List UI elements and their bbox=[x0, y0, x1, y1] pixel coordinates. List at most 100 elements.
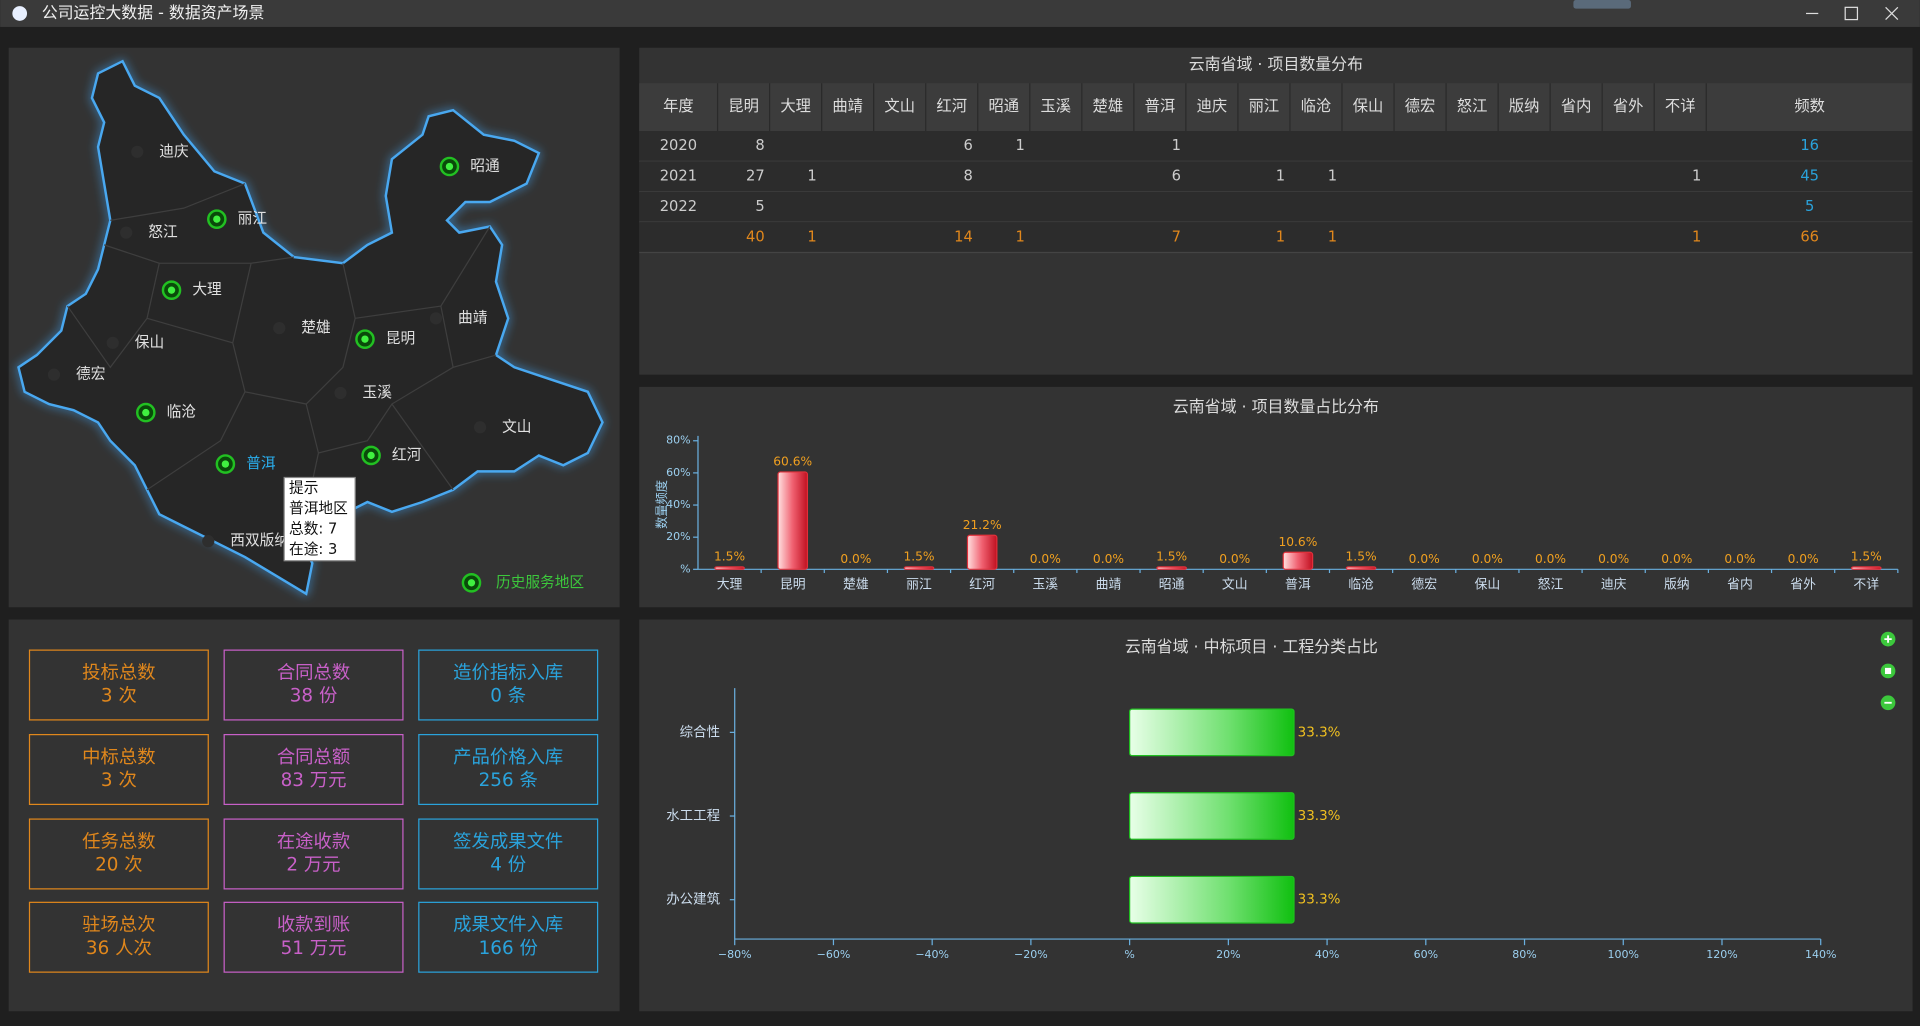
stat-card bbox=[28, 901, 209, 973]
value-label: 0.0% bbox=[1661, 552, 1692, 566]
bar bbox=[966, 534, 998, 570]
close-button[interactable] bbox=[1885, 6, 1899, 21]
stat-label: 成果文件入库 bbox=[453, 915, 563, 936]
column-header: 迪庆 bbox=[1197, 97, 1228, 115]
column-header: 省外 bbox=[1613, 97, 1644, 115]
value-label: 0.0% bbox=[1219, 552, 1250, 566]
column-header: 年度 bbox=[663, 97, 694, 115]
stat-label: 任务总数 bbox=[82, 831, 155, 852]
maximize-button[interactable] bbox=[1844, 6, 1859, 21]
x-tick-label: 迪庆 bbox=[1601, 578, 1627, 593]
stat-card bbox=[418, 733, 599, 806]
stat-value: 38 份 bbox=[290, 686, 338, 707]
city-label: 丽江 bbox=[238, 210, 268, 227]
table-cell: 40 bbox=[746, 228, 765, 245]
column-header: 楚雄 bbox=[1093, 97, 1124, 115]
legend-label: 历史服务地区 bbox=[496, 574, 584, 591]
x-tick-label: 100% bbox=[1608, 948, 1639, 961]
stat-label: 签发成果文件 bbox=[453, 831, 563, 852]
city-label: 西双版纳 bbox=[230, 532, 289, 549]
stat-value: 51 万元 bbox=[281, 938, 347, 959]
x-tick-label: −80% bbox=[718, 948, 752, 961]
stat-card bbox=[223, 901, 404, 973]
tooltip bbox=[283, 476, 356, 562]
x-tick-label: 140% bbox=[1805, 948, 1836, 961]
x-tick-label: 丽江 bbox=[906, 578, 932, 593]
stat-label: 合同总额 bbox=[277, 747, 350, 768]
table-cell: 8 bbox=[963, 168, 972, 185]
served-marker-dot bbox=[142, 408, 150, 417]
bar bbox=[1345, 566, 1377, 570]
table-cell: 1 bbox=[1016, 228, 1025, 245]
window-title: 公司运控大数据 - 数据资产场景 bbox=[42, 3, 265, 22]
stat-value: 2 万元 bbox=[286, 855, 340, 876]
table-cell: 1 bbox=[1328, 168, 1337, 185]
city-label: 保山 bbox=[135, 334, 164, 351]
city-label: 曲靖 bbox=[458, 309, 488, 326]
value-label: 33.3% bbox=[1298, 893, 1341, 908]
stat-label: 造价指标入库 bbox=[453, 662, 563, 683]
tooltip-line: 在途: 3 bbox=[289, 541, 337, 558]
table-cell: 1 bbox=[1276, 168, 1285, 185]
column-header: 德宏 bbox=[1405, 97, 1436, 115]
tooltip-line: 提示 bbox=[289, 480, 318, 497]
y-tick-label: 60% bbox=[666, 466, 690, 479]
column-header: 普洱 bbox=[1145, 97, 1176, 115]
x-tick-label: 文山 bbox=[1222, 578, 1248, 593]
table-cell: 1 bbox=[1692, 228, 1701, 245]
value-label: 0.0% bbox=[1030, 552, 1061, 566]
value-label: 0.0% bbox=[1472, 552, 1503, 566]
table-cell: 2020 bbox=[660, 137, 697, 154]
table-cell: 1 bbox=[1172, 137, 1181, 154]
served-marker-dot bbox=[221, 460, 230, 468]
table-cell: 2022 bbox=[660, 198, 697, 215]
stat-label: 中标总数 bbox=[82, 747, 155, 768]
bar bbox=[714, 566, 745, 570]
value-label: 10.6% bbox=[1278, 535, 1317, 549]
stat-card bbox=[223, 649, 404, 721]
bar bbox=[903, 566, 935, 570]
stat-card bbox=[223, 733, 404, 806]
stat-label: 收款到账 bbox=[277, 915, 350, 936]
city-dot bbox=[334, 386, 347, 400]
table-cell: 6 bbox=[963, 137, 972, 154]
x-tick-label: 怒江 bbox=[1538, 578, 1564, 593]
table-row bbox=[639, 161, 1913, 192]
x-tick-label: 不详 bbox=[1853, 578, 1879, 593]
value-label: 0.0% bbox=[1598, 552, 1629, 566]
table-cell: 27 bbox=[746, 168, 765, 185]
value-label: 33.3% bbox=[1298, 809, 1341, 824]
table-cell: 45 bbox=[1800, 168, 1819, 185]
city-label: 玉溪 bbox=[363, 384, 393, 401]
x-tick-label: 昆明 bbox=[780, 578, 806, 593]
city-label: 楚雄 bbox=[301, 319, 330, 336]
y-tick-label: 80% bbox=[666, 434, 690, 447]
chart-title: 云南省域 · 项目数量占比分布 bbox=[1173, 397, 1379, 416]
stat-value: 4 份 bbox=[490, 855, 526, 876]
city-dot bbox=[131, 145, 144, 158]
table-cell: 7 bbox=[1172, 228, 1181, 245]
table-cell: 66 bbox=[1800, 228, 1819, 245]
value-label: 60.6% bbox=[773, 455, 812, 469]
column-header: 省内 bbox=[1561, 97, 1592, 115]
tooltip-line: 总数: 7 bbox=[289, 520, 337, 537]
table-cell: 1 bbox=[1328, 228, 1337, 245]
table-cell: 14 bbox=[954, 228, 973, 245]
x-tick-label: 昭通 bbox=[1159, 578, 1185, 593]
x-tick-label: 保山 bbox=[1475, 578, 1501, 593]
y-tick-label: 办公建筑 bbox=[666, 892, 720, 908]
x-tick-label: 临沧 bbox=[1348, 577, 1374, 593]
value-label: 1.5% bbox=[1851, 550, 1882, 564]
table-row bbox=[639, 191, 1913, 223]
stat-label: 驻场总次 bbox=[82, 915, 155, 936]
column-header: 保山 bbox=[1353, 97, 1384, 115]
stat-card bbox=[223, 818, 404, 890]
zoom-in-icon bbox=[1884, 635, 1892, 643]
table-header-bg bbox=[639, 83, 1913, 132]
x-tick-label: % bbox=[1124, 948, 1134, 961]
value-label: 33.3% bbox=[1298, 725, 1341, 740]
value-label: 1.5% bbox=[714, 550, 745, 564]
column-header: 昭通 bbox=[988, 97, 1019, 115]
column-header: 版纳 bbox=[1509, 97, 1540, 115]
